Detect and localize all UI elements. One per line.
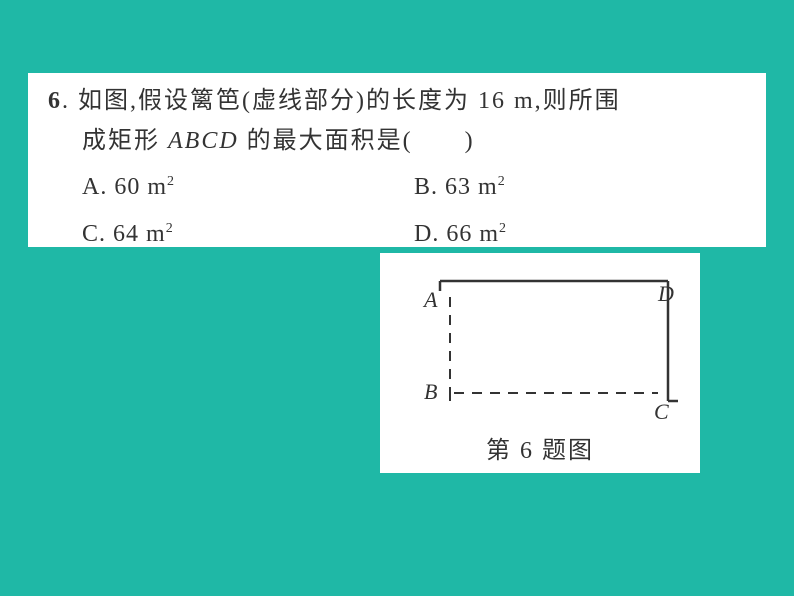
option-d: D. 66 m2 bbox=[414, 208, 746, 255]
option-c-unit: m bbox=[146, 221, 166, 247]
option-a: A. 60 m2 bbox=[82, 161, 414, 208]
option-d-unit: m bbox=[479, 221, 499, 247]
question-line-1: 6. 如图,假设篱笆(虚线部分)的长度为 16 m,则所围 bbox=[48, 81, 746, 121]
question-card: 6. 如图,假设篱笆(虚线部分)的长度为 16 m,则所围 成矩形 ABCD 的… bbox=[28, 73, 766, 247]
rectangle-diagram: A B C D bbox=[410, 271, 680, 421]
option-a-label: A bbox=[82, 174, 100, 200]
options-grid: A. 60 m2 B. 63 m2 C. 64 m2 D. 66 m2 bbox=[48, 161, 746, 255]
figure-card: A B C D 第 6 题图 bbox=[380, 253, 700, 473]
option-c: C. 64 m2 bbox=[82, 208, 414, 255]
svg-text:B: B bbox=[424, 379, 437, 404]
option-a-exp: 2 bbox=[167, 174, 175, 189]
rect-name: ABCD bbox=[168, 128, 239, 154]
svg-text:C: C bbox=[654, 399, 669, 421]
question-text-2b: 的最大面积是( ) bbox=[239, 128, 475, 154]
svg-text:D: D bbox=[657, 281, 674, 306]
option-b: B. 63 m2 bbox=[414, 161, 746, 208]
option-d-exp: 2 bbox=[499, 221, 507, 236]
option-c-exp: 2 bbox=[166, 221, 174, 236]
option-d-value: 66 bbox=[446, 221, 472, 247]
option-b-exp: 2 bbox=[498, 174, 506, 189]
question-line-2: 成矩形 ABCD 的最大面积是( ) bbox=[48, 121, 746, 161]
option-c-value: 64 bbox=[113, 221, 139, 247]
option-a-value: 60 bbox=[114, 174, 140, 200]
question-text-2a: 成矩形 bbox=[82, 128, 168, 154]
option-b-unit: m bbox=[478, 174, 498, 200]
option-b-label: B bbox=[414, 174, 431, 200]
option-a-unit: m bbox=[147, 174, 167, 200]
option-b-value: 63 bbox=[445, 174, 471, 200]
question-text-1: . 如图,假设篱笆(虚线部分)的长度为 16 m,则所围 bbox=[62, 88, 621, 114]
svg-text:A: A bbox=[422, 287, 438, 312]
figure-caption: 第 6 题图 bbox=[380, 430, 700, 465]
question-number: 6 bbox=[48, 88, 62, 114]
option-d-label: D bbox=[414, 221, 432, 247]
option-c-label: C bbox=[82, 221, 99, 247]
